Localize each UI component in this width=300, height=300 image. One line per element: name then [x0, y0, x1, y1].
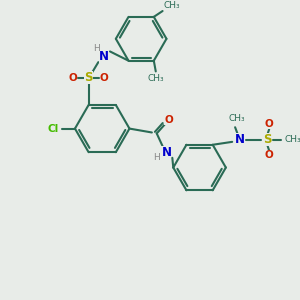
Text: N: N: [161, 146, 172, 159]
Text: Cl: Cl: [48, 124, 59, 134]
Text: O: O: [265, 119, 274, 129]
Text: CH₃: CH₃: [163, 1, 180, 10]
Text: S: S: [263, 134, 272, 146]
Text: CH₃: CH₃: [229, 114, 245, 123]
Text: O: O: [100, 73, 109, 83]
Text: O: O: [265, 151, 274, 160]
Text: O: O: [69, 73, 77, 83]
Text: N: N: [235, 134, 245, 146]
Text: CH₃: CH₃: [284, 135, 300, 144]
Text: S: S: [84, 71, 93, 84]
Text: H: H: [153, 153, 160, 162]
Text: O: O: [164, 115, 173, 125]
Text: CH₃: CH₃: [147, 74, 164, 83]
Text: H: H: [93, 44, 100, 53]
Text: N: N: [99, 50, 109, 63]
